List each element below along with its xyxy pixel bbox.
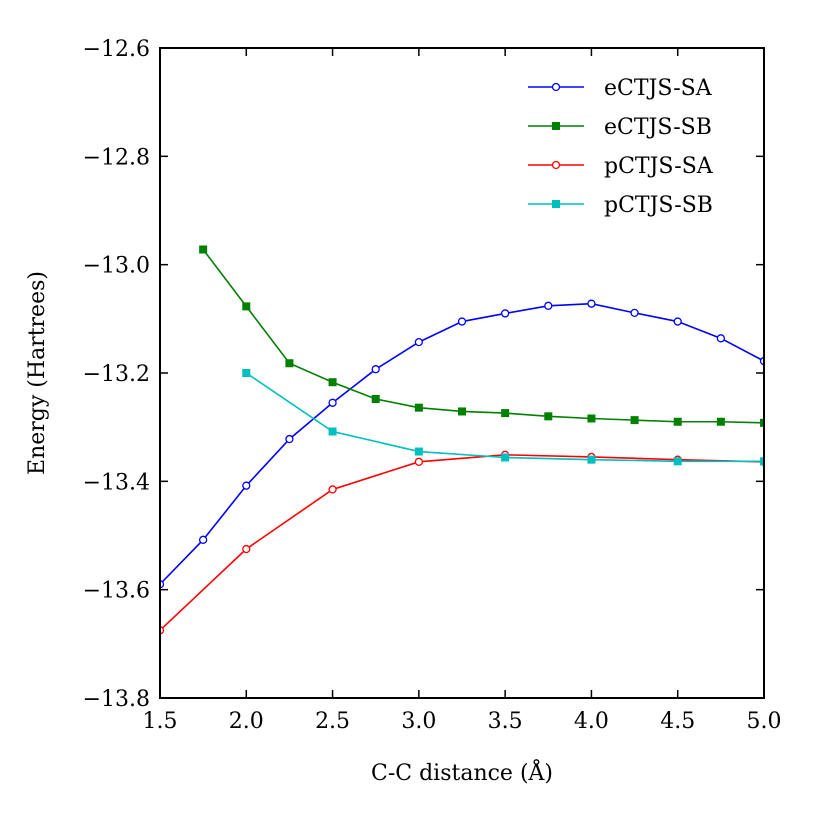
data-point xyxy=(501,453,510,462)
legend-label: pCTJS-SA xyxy=(604,154,714,179)
data-point xyxy=(630,416,639,425)
data-point xyxy=(716,417,725,426)
data-point xyxy=(500,309,510,318)
y-tick-label: −13.6 xyxy=(83,579,150,604)
data-point xyxy=(673,457,682,466)
x-tick-label: 2.0 xyxy=(229,709,264,734)
x-tick-label: 1.5 xyxy=(143,709,178,734)
y-axis-label: Energy (Hartrees) xyxy=(25,271,50,475)
legend-label: eCTJS-SB xyxy=(604,115,712,140)
series-line xyxy=(160,453,764,631)
data-point xyxy=(414,457,424,466)
data-point xyxy=(587,455,596,464)
data-point xyxy=(414,403,423,412)
data-point xyxy=(371,365,380,374)
data-point xyxy=(587,414,596,423)
legend-marker xyxy=(552,122,560,130)
legend-item-pctjs-sb: pCTJS-SB xyxy=(528,193,713,218)
legend-marker xyxy=(551,160,561,170)
legend: eCTJS-SA eCTJS-SB pCTJS-SA pCTJS-SB xyxy=(528,76,714,218)
legend-label: pCTJS-SB xyxy=(604,193,713,218)
legend-item-ectjs-sb: eCTJS-SB xyxy=(528,115,712,140)
data-point xyxy=(285,434,294,444)
y-tick-label: −13.4 xyxy=(83,470,150,495)
data-point xyxy=(673,317,682,326)
y-tick-label: −13.2 xyxy=(83,362,150,387)
x-tick-label: 2.5 xyxy=(315,709,350,734)
data-point xyxy=(587,299,596,308)
data-point xyxy=(328,427,337,436)
series-line xyxy=(202,249,764,424)
series-ectjs-sa xyxy=(160,299,764,589)
series-ectjs-sb xyxy=(199,245,764,427)
legend-item-pctjs-sa: pCTJS-SA xyxy=(528,154,714,179)
x-tick-label: 4.5 xyxy=(660,709,695,734)
data-point xyxy=(328,485,337,494)
data-point xyxy=(198,535,208,544)
x-tick-label: 3.5 xyxy=(488,709,523,734)
y-tick-label: −13.8 xyxy=(83,687,150,712)
legend-item-ectjs-sa: eCTJS-SA xyxy=(528,76,713,101)
data-point xyxy=(328,378,337,387)
y-tick-label: −13.0 xyxy=(83,254,150,279)
series-pctjs-sb xyxy=(242,369,764,466)
data-point xyxy=(328,398,337,407)
x-tick-label: 3.0 xyxy=(401,709,436,734)
data-point xyxy=(544,301,553,310)
data-point xyxy=(760,418,764,427)
y-tick-label: −12.8 xyxy=(83,145,150,170)
ticks-layer: 1.5 2.0 2.5 3.0 3.5 4.0 4.5 5.0 −12.6 −12.8 −13.0 −… xyxy=(83,37,782,734)
data-point xyxy=(544,412,553,421)
data-point xyxy=(285,359,294,368)
legend-marker xyxy=(552,200,560,208)
legend-marker xyxy=(551,82,561,92)
data-point xyxy=(199,245,208,254)
data-point xyxy=(501,409,510,418)
x-tick-label: 5.0 xyxy=(747,709,782,734)
data-point xyxy=(242,369,251,377)
data-point xyxy=(716,334,726,343)
data-point xyxy=(414,337,424,347)
data-point xyxy=(760,457,764,466)
data-point xyxy=(242,302,251,311)
y-tick-label: −12.6 xyxy=(83,37,150,62)
series-layer xyxy=(160,245,764,635)
x-tick-label: 4.0 xyxy=(574,709,609,734)
data-point xyxy=(457,317,467,326)
data-point xyxy=(673,417,682,426)
data-point xyxy=(630,308,639,318)
x-axis-label: C-C distance (Å) xyxy=(371,758,553,786)
data-point xyxy=(242,481,251,490)
data-point xyxy=(414,447,423,456)
data-point xyxy=(458,407,466,416)
data-point xyxy=(242,544,251,554)
plot-frame xyxy=(159,47,765,699)
legend-label: eCTJS-SA xyxy=(604,76,713,101)
data-point xyxy=(371,395,380,403)
